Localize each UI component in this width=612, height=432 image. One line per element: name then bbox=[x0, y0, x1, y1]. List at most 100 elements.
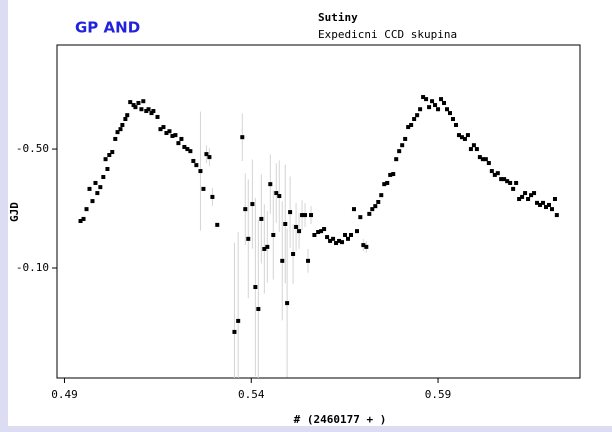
point bbox=[194, 163, 199, 168]
point bbox=[483, 157, 488, 162]
point bbox=[554, 213, 559, 218]
point bbox=[477, 155, 482, 160]
point bbox=[456, 133, 461, 138]
point bbox=[334, 241, 339, 246]
point bbox=[198, 169, 203, 174]
point bbox=[294, 224, 299, 229]
point bbox=[538, 202, 543, 207]
y-tick-label: -0.50 bbox=[16, 142, 49, 155]
left-strip bbox=[0, 0, 8, 432]
point bbox=[185, 147, 190, 152]
point bbox=[115, 130, 120, 135]
point bbox=[283, 221, 288, 226]
point bbox=[259, 216, 264, 221]
point bbox=[418, 107, 423, 112]
point bbox=[340, 240, 345, 245]
point bbox=[95, 191, 100, 196]
point bbox=[84, 207, 89, 212]
error-bars bbox=[199, 111, 367, 378]
point bbox=[176, 141, 181, 146]
point bbox=[552, 197, 557, 202]
point bbox=[103, 157, 108, 162]
point bbox=[271, 232, 276, 237]
point bbox=[370, 207, 375, 212]
point bbox=[118, 127, 123, 132]
point bbox=[133, 105, 138, 110]
point bbox=[131, 103, 136, 108]
annotation: Expedicni CCD skupina bbox=[318, 28, 457, 41]
point bbox=[325, 235, 330, 240]
point bbox=[445, 107, 450, 112]
point bbox=[146, 107, 151, 112]
point bbox=[502, 177, 507, 182]
points bbox=[78, 95, 559, 334]
point bbox=[319, 229, 324, 234]
point bbox=[421, 95, 426, 100]
point bbox=[459, 135, 464, 140]
point bbox=[424, 97, 429, 102]
plot-frame bbox=[56, 44, 581, 379]
point bbox=[173, 133, 178, 138]
point bbox=[210, 194, 215, 199]
y-tick-label: -0.10 bbox=[16, 261, 49, 274]
point bbox=[110, 150, 115, 155]
point bbox=[465, 133, 470, 138]
point bbox=[385, 180, 390, 185]
point bbox=[144, 109, 149, 114]
point bbox=[158, 127, 163, 132]
point bbox=[101, 175, 106, 180]
point bbox=[125, 113, 130, 118]
point bbox=[204, 152, 209, 157]
point bbox=[243, 207, 248, 212]
point bbox=[300, 213, 305, 218]
point bbox=[291, 252, 296, 257]
point bbox=[232, 329, 237, 334]
point bbox=[447, 111, 452, 116]
point bbox=[78, 219, 83, 224]
point bbox=[433, 103, 438, 108]
point bbox=[123, 117, 128, 122]
point bbox=[316, 230, 321, 235]
point bbox=[376, 199, 381, 204]
point bbox=[164, 131, 169, 136]
point bbox=[201, 186, 206, 191]
point bbox=[549, 207, 554, 212]
point bbox=[322, 227, 327, 232]
point bbox=[514, 180, 519, 185]
x-axis-label: # (2460177 + ) bbox=[294, 413, 387, 426]
y-axis-label: GJD bbox=[8, 202, 21, 222]
point bbox=[297, 229, 302, 234]
point bbox=[136, 100, 141, 105]
point bbox=[442, 100, 447, 105]
point bbox=[256, 307, 261, 312]
point bbox=[312, 232, 317, 237]
point bbox=[285, 301, 290, 306]
point bbox=[400, 143, 405, 148]
point bbox=[268, 182, 273, 187]
point bbox=[128, 100, 133, 105]
point bbox=[105, 166, 110, 171]
point bbox=[439, 97, 444, 102]
point bbox=[337, 238, 342, 243]
point bbox=[364, 244, 369, 249]
point bbox=[236, 318, 241, 323]
point bbox=[541, 200, 546, 205]
point bbox=[406, 125, 411, 130]
point bbox=[480, 157, 485, 162]
point bbox=[489, 169, 494, 174]
point bbox=[93, 180, 98, 185]
x-tick-label: 0.54 bbox=[238, 388, 265, 401]
point bbox=[155, 114, 160, 119]
point bbox=[358, 215, 363, 220]
point bbox=[277, 194, 282, 199]
point bbox=[471, 143, 476, 148]
point bbox=[274, 191, 279, 196]
point bbox=[303, 213, 308, 218]
point bbox=[523, 191, 528, 196]
x-tick-label: 0.49 bbox=[51, 388, 78, 401]
point bbox=[367, 211, 372, 216]
point bbox=[179, 136, 184, 141]
point bbox=[161, 125, 166, 130]
point bbox=[98, 185, 103, 190]
